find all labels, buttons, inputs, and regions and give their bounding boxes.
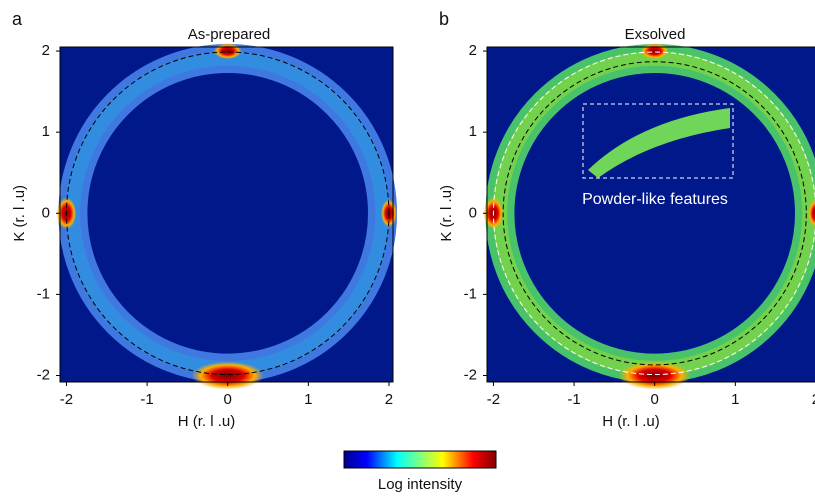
y-tick-label: 0 — [42, 204, 50, 221]
y-tick-label: 0 — [469, 204, 477, 221]
figure: -2 -1 0 1 2 -2 -1 0 1 2 H (r. l .u) K (r. l .u) As-p… — [0, 0, 815, 495]
y-tick-label: 2 — [469, 42, 477, 59]
x-axis-label: H (r. l .u) — [602, 413, 660, 430]
x-tick-label: 1 — [731, 391, 739, 408]
colorbar — [344, 451, 496, 468]
x-axis-label: H (r. l .u) — [178, 413, 236, 430]
peak — [641, 43, 669, 59]
colorbar-label: Log intensity — [378, 476, 463, 493]
x-tick-label: 0 — [224, 391, 232, 408]
y-tick-label: 2 — [42, 42, 50, 59]
y-tick-label: -1 — [37, 285, 50, 302]
y-tick-label: 1 — [42, 123, 50, 140]
x-tick-label: -1 — [567, 391, 580, 408]
panel-letter: b — [439, 9, 449, 29]
y-tick-label: -2 — [37, 366, 50, 383]
y-tick-label: 1 — [469, 123, 477, 140]
x-tick-label: -2 — [487, 391, 500, 408]
y-tick-label: -1 — [464, 285, 477, 302]
x-tick-label: -1 — [140, 391, 153, 408]
panel-title: As-prepared — [188, 26, 271, 43]
y-axis-label: K (r. l .u) — [438, 185, 455, 242]
x-tick-label: 1 — [304, 391, 312, 408]
panel-letter: a — [12, 9, 23, 29]
y-axis-label: K (r. l .u) — [11, 185, 28, 242]
annotation: Powder-like features — [582, 191, 728, 208]
x-tick-label: 0 — [651, 391, 659, 408]
x-tick-label: -2 — [60, 391, 73, 408]
peak — [214, 43, 242, 59]
y-tick-label: -2 — [464, 366, 477, 383]
panel-title: Exsolved — [625, 26, 686, 43]
x-tick-label: 2 — [385, 391, 393, 408]
